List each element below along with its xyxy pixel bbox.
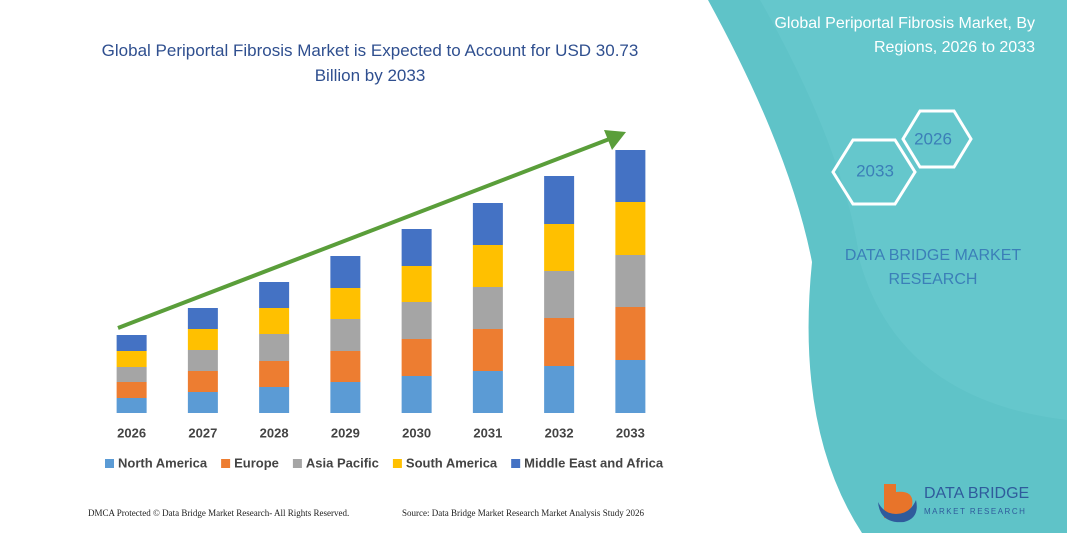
bar-segment <box>615 307 646 360</box>
legend-label: North America <box>118 455 208 470</box>
bar-segment <box>187 350 218 371</box>
bar-segment <box>187 392 218 413</box>
bar-segment <box>615 255 646 307</box>
legend-swatch <box>292 459 302 468</box>
trend-arrow <box>117 136 613 330</box>
legend-swatch <box>392 459 402 468</box>
bar-segment <box>544 224 575 271</box>
logo-tagline: MARKET RESEARCH <box>924 507 1026 516</box>
x-tick-label: 2028 <box>260 425 289 440</box>
footer-left: DMCA Protected © Data Bridge Market Rese… <box>88 508 349 518</box>
bar-segment <box>401 302 432 339</box>
bar-segment <box>615 150 646 202</box>
bar-segment <box>116 382 147 398</box>
bar-segment <box>330 288 361 319</box>
bar-segment <box>615 360 646 413</box>
panel-title: Global Periportal Fibrosis Market, By Re… <box>774 15 1035 56</box>
bar-segment <box>544 271 575 318</box>
bar-segment <box>116 351 147 367</box>
legend-swatch <box>221 459 231 468</box>
x-tick-label: 2027 <box>188 425 217 440</box>
side-panel-shade <box>760 0 1067 420</box>
bar-segment <box>544 366 575 413</box>
bar-segment <box>472 245 503 287</box>
legend-swatch <box>105 459 114 468</box>
x-tick-label: 2029 <box>331 425 360 440</box>
hexagon-label: 2026 <box>914 129 952 148</box>
bar-segment <box>187 371 218 392</box>
bar-segment <box>472 287 503 329</box>
bar-segment <box>401 376 432 413</box>
x-tick-label: 2032 <box>545 425 574 440</box>
x-tick-label: 2026 <box>117 425 146 440</box>
bar-segment <box>330 319 361 351</box>
bar-segment <box>259 282 290 308</box>
hexagon <box>831 138 917 206</box>
bar-segment <box>259 361 290 387</box>
bar-segment <box>116 367 147 382</box>
bar-segment <box>187 329 218 350</box>
hexagon <box>901 109 973 169</box>
bar-segment <box>544 176 575 224</box>
chart-title: Global Periportal Fibrosis Market is Exp… <box>101 41 639 85</box>
legend-label: Middle East and Africa <box>524 455 664 470</box>
logo-name: DATA BRIDGE <box>924 485 1029 502</box>
bar-segment <box>116 398 147 413</box>
panel-brand: DATA BRIDGE MARKET RESEARCH <box>844 247 1022 288</box>
legend-label: Europe <box>234 455 279 470</box>
legend-label: South America <box>406 455 498 470</box>
x-tick-label: 2033 <box>616 425 645 440</box>
bar-segment <box>544 318 575 366</box>
bar-segment <box>401 229 432 266</box>
x-tick-label: 2031 <box>473 425 502 440</box>
x-tick-label: 2030 <box>402 425 431 440</box>
bar-segment <box>615 202 646 255</box>
bar-segment <box>259 334 290 361</box>
bar-segment <box>401 266 432 302</box>
bar-segment <box>116 335 147 351</box>
bar-segment <box>330 351 361 382</box>
bar-segment <box>401 339 432 376</box>
footer-right: Source: Data Bridge Market Research Mark… <box>402 508 644 518</box>
bar-segment <box>472 203 503 245</box>
hexagon-label: 2033 <box>856 161 894 180</box>
bar-segment <box>187 308 218 329</box>
bar-segment <box>330 256 361 288</box>
logo-mark <box>878 484 917 523</box>
bar-segment <box>472 371 503 413</box>
legend-label: Asia Pacific <box>306 455 379 470</box>
bar-segment <box>259 387 290 413</box>
bar-segment <box>472 329 503 371</box>
arrow-head <box>604 130 626 150</box>
bar-segment <box>259 308 290 334</box>
bar-segment <box>330 382 361 413</box>
legend-swatch <box>511 459 521 468</box>
